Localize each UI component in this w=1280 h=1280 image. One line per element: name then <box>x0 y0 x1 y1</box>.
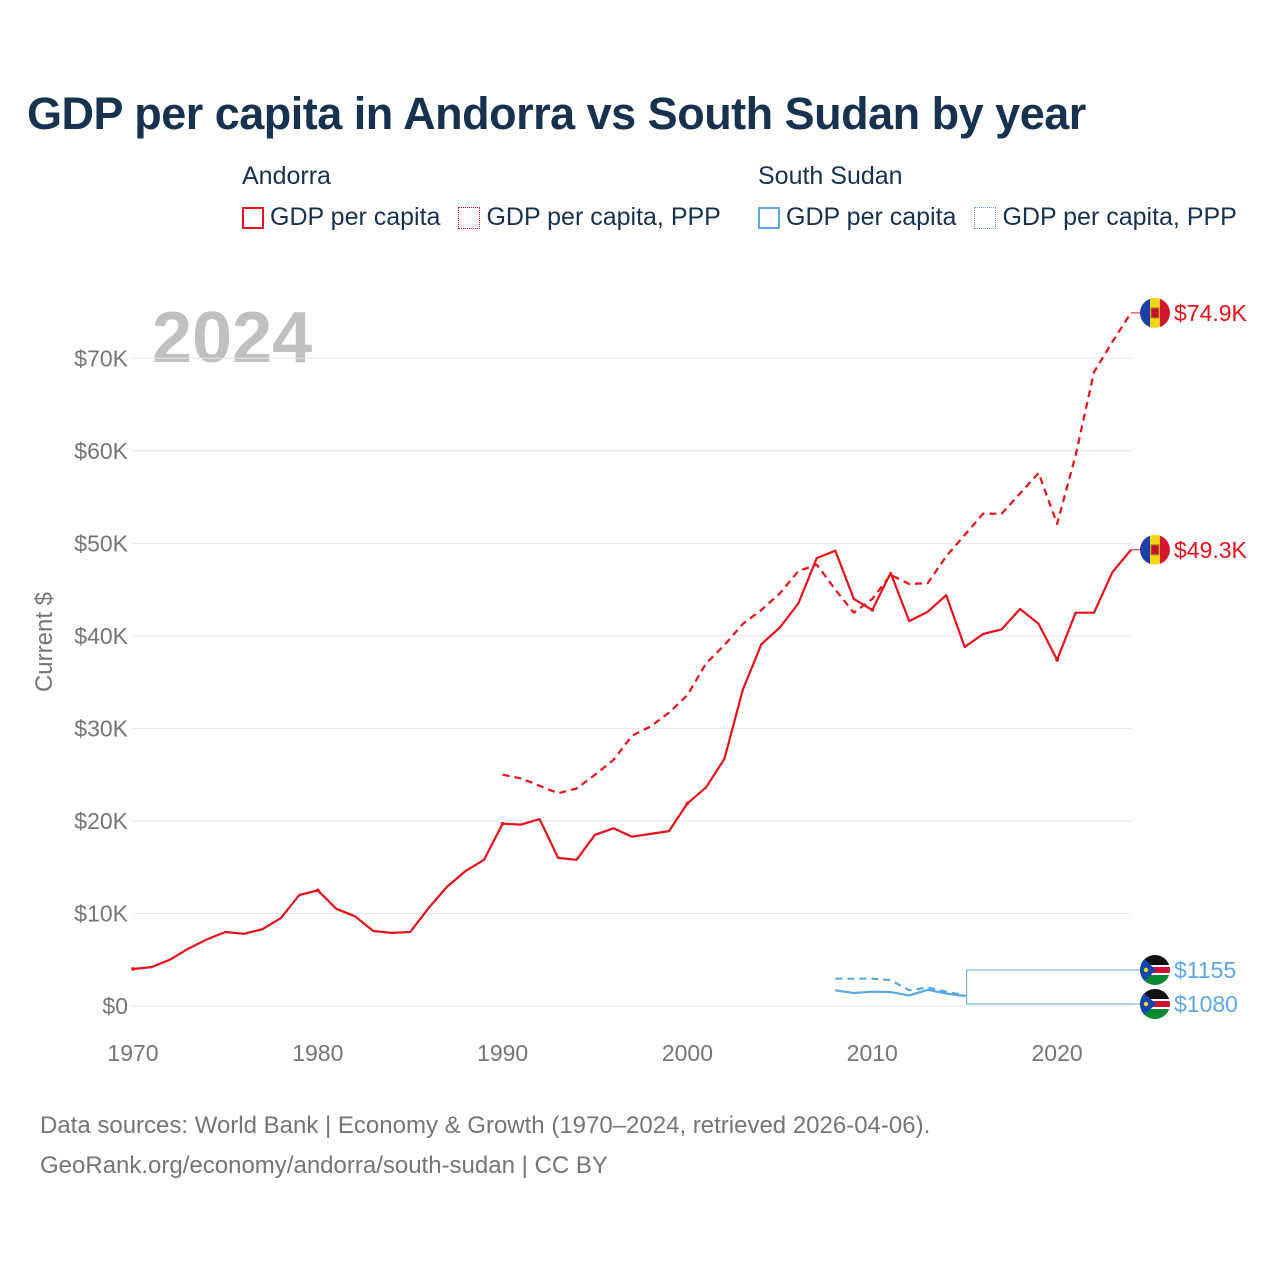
legend-item-andorra-gdp-ppp[interactable]: GDP per capita, PPP <box>458 203 721 232</box>
series-line-3 <box>835 977 965 997</box>
data-point <box>131 967 135 971</box>
data-point <box>685 801 690 806</box>
label-connector <box>964 995 1140 1005</box>
footer-sources: Data sources: World Bank | Economy & Gro… <box>40 1112 931 1139</box>
legend-swatch-dotted <box>458 206 481 229</box>
legend-swatch-solid <box>242 206 264 229</box>
data-point <box>1055 658 1059 662</box>
legend-label: GDP per capita, PPP <box>1002 203 1237 231</box>
andorra-flag-icon <box>1140 534 1170 565</box>
legend-item-south-sudan-gdp[interactable]: GDP per capita <box>758 203 956 232</box>
year-watermark: 2024 <box>152 298 312 378</box>
legend-group-name: South Sudan <box>758 162 903 190</box>
y-tick-label: $40K <box>74 623 128 649</box>
chart-title: GDP per capita in Andorra vs South Sudan… <box>27 88 1086 139</box>
y-tick-label: $70K <box>74 345 128 371</box>
y-tick-label: $50K <box>74 530 128 556</box>
end-label: $74.9K <box>1174 300 1248 326</box>
x-tick-label: 2020 <box>1031 1040 1082 1066</box>
legend-swatch-solid <box>758 206 780 229</box>
series-line-2 <box>835 988 965 998</box>
legend-item-south-sudan-gdp-ppp[interactable]: GDP per capita, PPP <box>974 203 1237 232</box>
legend-item-andorra-gdp[interactable]: GDP per capita <box>242 203 440 232</box>
y-axis-label: Current $ <box>31 592 58 692</box>
label-connector <box>964 969 1140 996</box>
data-point <box>500 821 505 826</box>
end-label: $1155 <box>1174 957 1236 983</box>
x-tick-label: 1980 <box>292 1040 343 1066</box>
x-tick-label: 2010 <box>847 1040 898 1066</box>
legend-group-name: Andorra <box>242 162 331 190</box>
end-label: $1080 <box>1174 991 1238 1017</box>
y-tick-label: $10K <box>74 900 128 926</box>
y-tick-label: $20K <box>74 808 128 834</box>
legend-group-andorra: Andorra GDP per capita GDP per capita, P… <box>242 162 721 232</box>
andorra-flag-icon <box>1140 297 1170 328</box>
legend-group-south-sudan: South Sudan GDP per capita GDP per capit… <box>758 162 1237 232</box>
footer: Data sources: World Bank | Economy & Gro… <box>40 1106 930 1186</box>
x-tick-label: 1970 <box>107 1040 158 1066</box>
data-point <box>316 888 320 893</box>
south-sudan-flag-icon <box>1140 989 1170 1019</box>
legend-label: GDP per capita <box>786 203 957 231</box>
y-tick-label: $30K <box>74 715 128 741</box>
legend-swatch-dotted <box>974 206 997 229</box>
y-tick-label: $60K <box>74 438 128 464</box>
x-tick-label: 1990 <box>477 1040 528 1066</box>
end-label: $49.3K <box>1174 537 1248 563</box>
line-chart: 2024 Current $ $0 $10K $20K $30K $40K $50K $60… <box>31 297 1248 1066</box>
legend-label: GDP per capita, PPP <box>486 203 721 231</box>
data-point <box>870 608 875 612</box>
y-tick-label: $0 <box>102 993 128 1019</box>
series-line-0 <box>132 549 1132 971</box>
series-line-1 <box>502 312 1132 795</box>
footer-credit[interactable]: GeoRank.org/economy/andorra/south-sudan … <box>40 1152 608 1179</box>
x-tick-label: 2000 <box>662 1040 713 1066</box>
south-sudan-flag-icon <box>1140 955 1170 985</box>
legend-label: GDP per capita <box>270 203 441 231</box>
